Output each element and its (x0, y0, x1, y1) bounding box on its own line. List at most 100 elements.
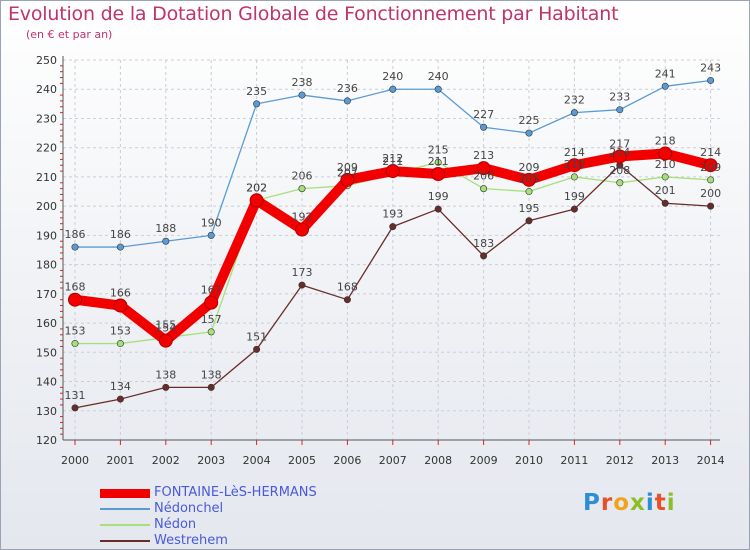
x-tick-label-2008: 2008 (424, 454, 452, 467)
data-label-westrehem: 138 (201, 368, 222, 381)
grid-layer (63, 59, 720, 441)
point-fontaine-l-s-hermans (567, 158, 582, 173)
data-label-fontaine-l-s-hermans: 167 (201, 284, 222, 297)
data-label-n-don: 211 (382, 155, 403, 168)
data-label-fontaine-l-s-hermans: 209 (337, 161, 358, 174)
point-n-don (298, 185, 306, 193)
point-fontaine-l-s-hermans (68, 292, 82, 307)
data-label-westrehem: 183 (473, 237, 494, 250)
data-label-n-donchel: 225 (519, 114, 540, 127)
data-label-n-don: 208 (609, 164, 630, 177)
x-tick-label-2004: 2004 (243, 454, 271, 467)
point-n-don (480, 185, 488, 193)
data-label-n-donchel: 240 (428, 70, 449, 83)
y-tick-label-230: 230 (36, 112, 57, 125)
y-tick-label-220: 220 (36, 142, 57, 155)
legend-swatch (100, 508, 150, 510)
legend-label: Nédon (154, 517, 197, 532)
data-label-fontaine-l-s-hermans: 212 (382, 152, 403, 165)
logo-letter: o (613, 490, 631, 516)
point-n-don (525, 188, 533, 196)
point-n-donchel (298, 91, 306, 99)
x-tick-label-2014: 2014 (697, 454, 725, 467)
data-label-n-donchel: 235 (246, 85, 267, 98)
chart-subtitle: (en € et par an) (26, 28, 113, 41)
x-tick-label-2000: 2000 (61, 454, 89, 467)
x-tick-label-2007: 2007 (379, 454, 407, 467)
logo-letter: i (645, 490, 655, 516)
legend-swatch (100, 524, 150, 526)
data-label-n-don: 209 (700, 161, 721, 174)
y-tick-label-130: 130 (36, 405, 57, 418)
point-n-donchel (480, 123, 488, 131)
data-label-n-donchel: 241 (655, 67, 676, 80)
point-fontaine-l-s-hermans (204, 295, 219, 310)
series-fontaine-l-s-hermans (68, 146, 718, 348)
y-tick-label-180: 180 (36, 259, 57, 272)
data-label-n-don: 206 (292, 170, 313, 183)
y-tick-label-190: 190 (36, 229, 57, 242)
data-label-fontaine-l-s-hermans: 213 (473, 149, 494, 162)
data-label-n-don: 206 (473, 170, 494, 183)
point-westrehem (116, 395, 124, 403)
legend-label: Westrehem (154, 533, 228, 548)
y-tick-label-150: 150 (36, 346, 57, 359)
y-tick-label-140: 140 (36, 376, 57, 389)
point-n-donchel (253, 100, 261, 108)
data-label-fontaine-l-s-hermans: 166 (110, 287, 131, 300)
point-westrehem (207, 383, 215, 391)
point-n-donchel (570, 109, 578, 117)
point-westrehem (253, 345, 261, 353)
data-label-westrehem: 151 (246, 330, 267, 343)
data-label-fontaine-l-s-hermans: 214 (700, 146, 721, 159)
point-n-don (207, 328, 215, 336)
point-fontaine-l-s-hermans (703, 158, 718, 173)
y-tick-label-200: 200 (36, 200, 57, 213)
point-westrehem (570, 205, 578, 213)
series-westrehem (71, 161, 715, 412)
data-label-n-donchel: 243 (700, 61, 721, 74)
data-label-n-don: 207 (337, 167, 358, 180)
point-n-donchel (116, 243, 124, 251)
logo-letter: i (666, 490, 676, 516)
data-label-fontaine-l-s-hermans: 154 (155, 322, 176, 335)
data-label-n-donchel: 236 (337, 82, 358, 95)
logo-letter: P (583, 490, 601, 516)
data-label-fontaine-l-s-hermans: 209 (519, 161, 540, 174)
logo-letter: r (600, 490, 614, 516)
data-label-fontaine-l-s-hermans: 214 (564, 146, 585, 159)
data-label-westrehem: 193 (382, 208, 403, 221)
point-fontaine-l-s-hermans (431, 167, 446, 181)
y-tick-label-210: 210 (36, 171, 57, 184)
data-label-n-donchel: 186 (65, 228, 86, 241)
x-tick-label-2010: 2010 (515, 454, 543, 467)
legend-label: FONTAINE-LèS-HERMANS (154, 485, 317, 500)
logo-letter: t (654, 490, 667, 516)
data-label-westrehem: 138 (155, 368, 176, 381)
data-label-westrehem: 173 (292, 266, 313, 279)
legend-swatch (100, 540, 150, 542)
point-n-don (661, 173, 669, 181)
x-tick-label-2009: 2009 (470, 454, 498, 467)
point-n-donchel (162, 237, 170, 245)
point-fontaine-l-s-hermans (612, 149, 627, 164)
point-n-donchel (207, 231, 215, 239)
point-n-donchel (616, 106, 624, 114)
data-label-westrehem: 200 (700, 187, 721, 200)
point-n-donchel (434, 85, 442, 93)
data-label-westrehem: 199 (428, 190, 449, 203)
data-label-n-donchel: 232 (564, 94, 585, 107)
axis-layer: 120 130 140 150 160 170 180 190 200 210 220 230 240 2… (36, 54, 725, 467)
point-westrehem (343, 296, 351, 304)
point-n-don (616, 179, 624, 187)
y-tick-label-240: 240 (36, 83, 57, 96)
series-n-donchel (71, 76, 715, 251)
y-tick-label-160: 160 (36, 317, 57, 330)
data-label-n-donchel: 233 (609, 91, 630, 104)
data-label-n-don: 153 (65, 325, 86, 338)
point-westrehem (389, 223, 397, 231)
point-n-donchel (71, 243, 79, 251)
point-n-don (434, 158, 442, 166)
y-tick-label-120: 120 (36, 434, 57, 447)
